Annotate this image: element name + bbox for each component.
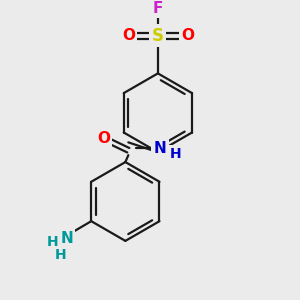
Text: O: O — [181, 28, 194, 44]
Text: O: O — [122, 28, 135, 44]
Text: O: O — [97, 131, 110, 146]
Text: F: F — [153, 1, 163, 16]
Text: H: H — [170, 147, 182, 161]
Text: S: S — [152, 27, 164, 45]
Text: N: N — [60, 231, 73, 246]
Text: N: N — [154, 141, 166, 156]
Text: H: H — [55, 248, 67, 262]
Text: H: H — [47, 235, 58, 249]
